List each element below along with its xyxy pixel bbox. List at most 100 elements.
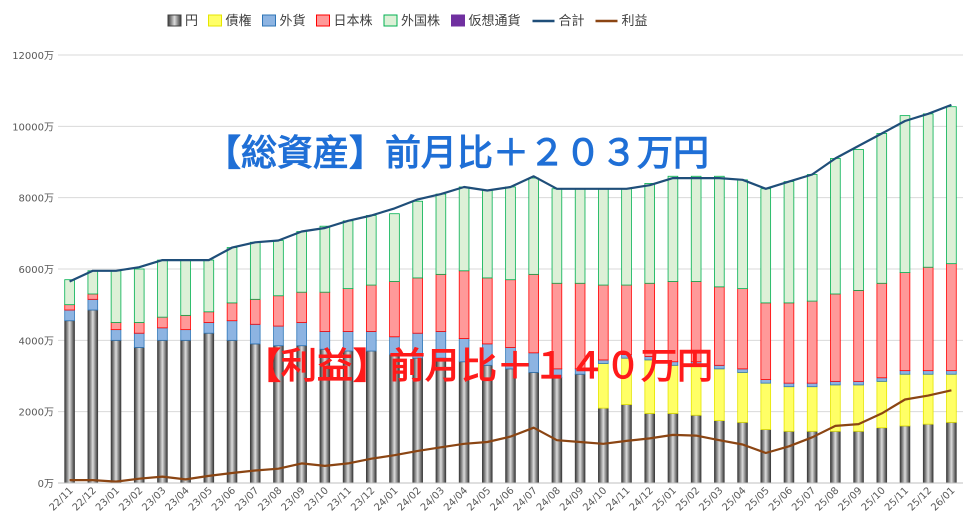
bar-segment xyxy=(157,327,168,341)
legend-label: 仮想通貨 xyxy=(469,13,521,29)
y-tick-label: 4000万 xyxy=(19,336,54,347)
bar-segment xyxy=(644,413,656,484)
legend-label: 外貨 xyxy=(280,13,306,29)
line-profit xyxy=(69,389,952,483)
bar-segment xyxy=(273,325,284,347)
x-tick-label: 25/08 xyxy=(813,485,841,513)
bar-segment xyxy=(690,414,702,484)
x-tick-label: 23/02 xyxy=(117,485,145,513)
legend-label: 債権 xyxy=(226,13,252,29)
bar-segment xyxy=(180,329,191,341)
x-tick-label: 25/04 xyxy=(721,485,749,513)
bar-segment xyxy=(505,186,516,281)
bar-segment xyxy=(806,300,818,384)
bar-segment xyxy=(273,240,284,297)
x-tick-label: 25/02 xyxy=(674,485,702,513)
bar-segment xyxy=(342,220,354,290)
bar-segment xyxy=(226,302,238,322)
bar-segment xyxy=(899,272,911,372)
bar-segment xyxy=(64,309,75,322)
x-tick-label: 25/07 xyxy=(790,485,818,513)
bar-segment xyxy=(412,200,423,279)
x-tick-label: 23/08 xyxy=(256,485,284,513)
x-tick-label: 24/06 xyxy=(488,485,516,513)
bar-segment xyxy=(133,268,145,323)
bar-segment xyxy=(946,373,957,423)
bar-segment xyxy=(737,288,748,370)
bar-segment xyxy=(203,259,215,313)
legend-swatch xyxy=(262,14,276,27)
x-tick-label: 24/11 xyxy=(604,485,632,513)
bar-segment xyxy=(87,298,99,311)
bar-segment xyxy=(458,270,470,339)
bar-segment xyxy=(830,293,841,382)
bar-segment xyxy=(876,427,888,484)
bar-segment xyxy=(551,377,563,484)
bar-segment xyxy=(806,382,818,388)
bar-segment xyxy=(876,377,888,382)
bar-segment xyxy=(644,182,656,284)
bar-segment xyxy=(737,421,748,484)
x-tick-label: 25/03 xyxy=(697,485,725,513)
bar-segment xyxy=(737,179,748,290)
bar-segment xyxy=(783,430,795,484)
bar-segment xyxy=(87,293,99,300)
profit-annotation: 【利益】前月比＋１４０万円 xyxy=(245,346,713,387)
bar-segment xyxy=(946,370,957,375)
y-tick-label: 2000万 xyxy=(19,408,54,419)
bar-segment xyxy=(621,284,632,355)
bar-segment xyxy=(482,277,493,345)
x-tick-label: 23/05 xyxy=(187,485,215,513)
bar-segment xyxy=(505,279,516,348)
x-tick-label: 23/03 xyxy=(140,485,168,513)
bar-segment xyxy=(760,188,772,304)
x-axis-ticks: 22/1122/1223/0123/0223/0323/0423/0523/06… xyxy=(48,482,963,514)
bar-segment xyxy=(133,332,145,348)
x-tick-label: 25/05 xyxy=(744,485,772,513)
bar-segment xyxy=(922,423,934,484)
bar-segment xyxy=(110,339,122,484)
bar-segment xyxy=(853,380,864,386)
x-tick-label: 23/10 xyxy=(303,485,331,513)
y-tick-label: 8000万 xyxy=(19,194,54,205)
x-tick-label: 24/08 xyxy=(535,485,563,513)
bar-segment xyxy=(249,298,261,325)
bar-segment xyxy=(226,320,238,341)
x-tick-label: 25/12 xyxy=(906,485,934,513)
bar-segment xyxy=(876,380,888,429)
bar-segment xyxy=(783,302,795,384)
bar-segment xyxy=(64,279,75,306)
bar-segment xyxy=(714,286,725,366)
bar-segment xyxy=(157,259,168,318)
line-total xyxy=(69,103,952,283)
x-tick-label: 25/01 xyxy=(651,485,679,513)
bar-segment xyxy=(598,188,609,286)
bar-segment xyxy=(435,193,447,275)
y-tick-label: 12000万 xyxy=(12,51,54,62)
x-tick-label: 24/03 xyxy=(419,485,447,513)
bar-segment xyxy=(737,372,748,423)
x-tick-label: 24/07 xyxy=(512,485,540,513)
bar-segment xyxy=(598,407,609,484)
bar-segment xyxy=(389,281,400,338)
bar-segment xyxy=(946,106,957,265)
bar-segment xyxy=(899,425,911,484)
bar-segment xyxy=(226,339,238,484)
bar-segment xyxy=(110,322,122,331)
bar-segment xyxy=(273,295,284,327)
bar-segment xyxy=(64,304,75,311)
legend-label: 合計 xyxy=(559,13,585,29)
bar-segment xyxy=(876,133,888,284)
x-tick-label: 24/10 xyxy=(581,485,609,513)
x-tick-label: 25/09 xyxy=(837,485,865,513)
bar-segment xyxy=(203,332,215,484)
bar-segment xyxy=(806,174,818,302)
bar-segment xyxy=(296,291,307,323)
line-series xyxy=(69,103,952,483)
x-tick-label: 25/11 xyxy=(883,485,911,513)
y-axis-ticks: 0万 2000万 4000万 6000万 8000万 10000万 12000万 xyxy=(12,51,54,490)
x-tick-label: 23/11 xyxy=(326,485,354,513)
legend-swatch xyxy=(316,14,330,27)
x-tick-label: 24/12 xyxy=(628,485,656,513)
bar-segment xyxy=(830,430,841,484)
